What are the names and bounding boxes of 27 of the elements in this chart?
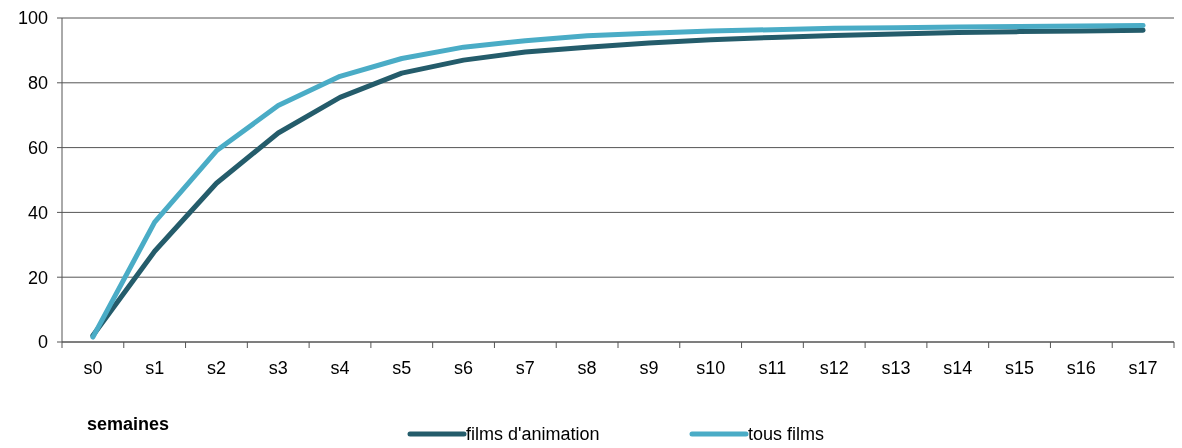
y-tick-label: 20 <box>27 267 48 288</box>
x-tick-label: s10 <box>696 358 726 378</box>
x-axis-title: semaines <box>87 414 170 434</box>
x-tick-label: s11 <box>758 358 787 378</box>
x-tick-label: s8 <box>577 358 597 378</box>
x-tick-label: s15 <box>1005 358 1035 378</box>
y-tick-label: 60 <box>27 137 48 158</box>
y-tick-label: 80 <box>27 73 48 94</box>
y-tick-label: 0 <box>37 332 48 353</box>
x-tick-label: s13 <box>881 358 911 378</box>
x-tick-label: s3 <box>268 358 288 378</box>
x-tick-label: s0 <box>83 358 103 378</box>
x-tick-label: s4 <box>330 358 350 378</box>
x-tick-label: s14 <box>943 358 973 378</box>
legend-label: films d'animation <box>466 424 600 445</box>
x-tick-label: s6 <box>454 358 474 378</box>
x-tick-label: s2 <box>206 358 226 378</box>
x-tick-label: s5 <box>392 358 412 378</box>
y-tick-label: 100 <box>17 8 48 29</box>
x-tick-label: s12 <box>819 358 849 378</box>
y-tick-label: 40 <box>27 202 48 223</box>
x-tick-label: s7 <box>515 358 535 378</box>
x-tick-label: s16 <box>1066 358 1096 378</box>
x-tick-label: s9 <box>639 358 659 378</box>
x-tick-label: s1 <box>145 358 165 378</box>
legend-label: tous films <box>748 424 825 445</box>
x-tick-label: s17 <box>1128 358 1158 378</box>
